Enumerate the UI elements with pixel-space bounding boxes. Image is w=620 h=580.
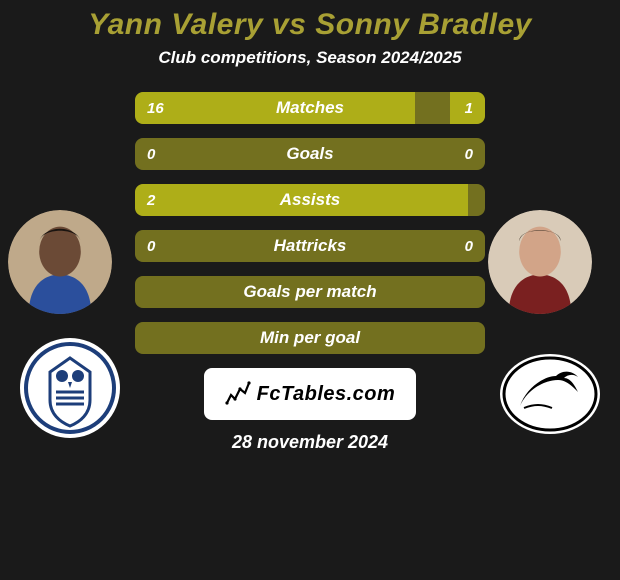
player-left-avatar-icon: [8, 210, 112, 314]
player-right-avatar: [488, 210, 592, 314]
comparison-infographic: Yann Valery vs Sonny Bradley Club compet…: [0, 0, 620, 580]
club-right-crest-icon: [500, 344, 600, 444]
player-right-avatar-icon: [488, 210, 592, 314]
stat-value-right: 0: [453, 230, 485, 262]
stat-value-left: 16: [135, 92, 176, 124]
player-left-avatar: [8, 210, 112, 314]
stat-value-right: 0: [453, 138, 485, 170]
stat-value-left: 0: [135, 138, 167, 170]
stat-row: 2Assists: [135, 184, 485, 216]
club-right-crest: [500, 344, 600, 444]
stat-row: 161Matches: [135, 92, 485, 124]
stat-label: Goals: [135, 138, 485, 170]
stat-value-right: 1: [453, 92, 485, 124]
stat-row: Min per goal: [135, 322, 485, 354]
stat-label: Hattricks: [135, 230, 485, 262]
club-left-crest-icon: [20, 338, 120, 438]
fctables-logo-icon: [225, 381, 251, 407]
stat-row: 0 0Goals: [135, 138, 485, 170]
stat-row: 0 0Hattricks: [135, 230, 485, 262]
stat-label: Min per goal: [135, 322, 485, 354]
stat-label: Goals per match: [135, 276, 485, 308]
stat-bar-left: [135, 184, 468, 216]
source-badge-text: FcTables.com: [257, 383, 396, 406]
club-left-crest: [20, 338, 120, 438]
source-badge: FcTables.com: [204, 368, 416, 420]
stat-value-left: 2: [135, 184, 167, 216]
arena: 161Matches00Goals2Assists00HattricksGoal…: [0, 86, 620, 453]
stats-table: 161Matches00Goals2Assists00HattricksGoal…: [135, 90, 485, 354]
subtitle: Club competitions, Season 2024/2025: [0, 48, 620, 68]
stat-value-left: 0: [135, 230, 167, 262]
stat-bar-left: [135, 92, 415, 124]
stat-row: Goals per match: [135, 276, 485, 308]
page-title: Yann Valery vs Sonny Bradley: [0, 8, 620, 42]
